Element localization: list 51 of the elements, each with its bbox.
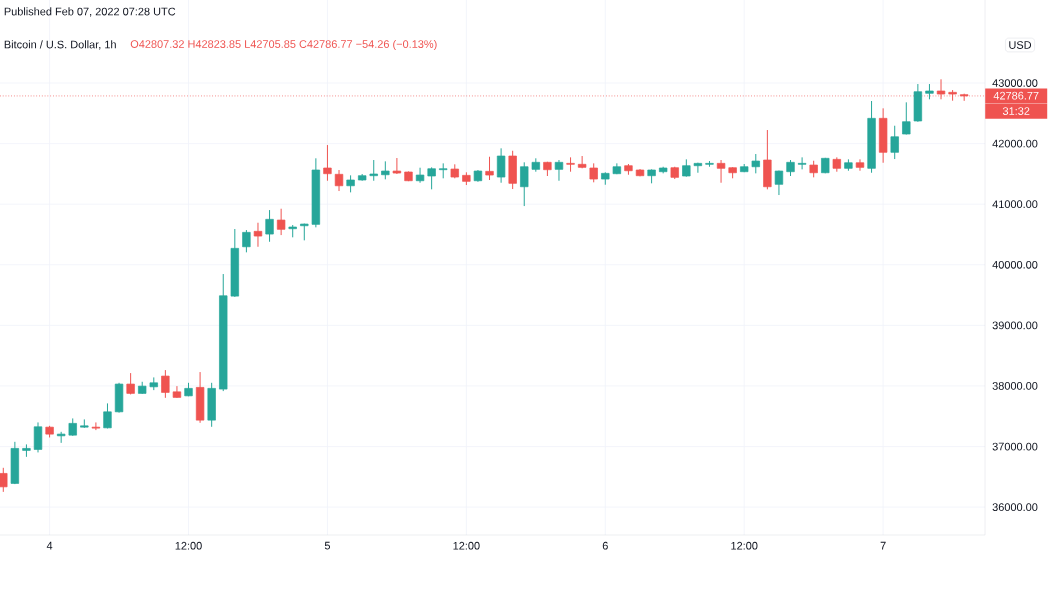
candlestick [33,421,43,453]
y-tick-label: 37000.00 [992,442,1038,451]
candlestick [855,158,865,172]
candlestick [751,153,760,174]
candlestick [0,467,8,493]
candlestick [369,159,378,182]
annotation: Published Feb 07, 2022 07:28 UTC [4,7,176,17]
candlestick [774,170,784,196]
candlestick [103,402,112,429]
candlestick [520,161,529,207]
text: Bitcoin / U.S. Dollar, 1h [4,40,116,50]
candlestick [496,147,506,184]
x-tick-label: 5 [324,541,331,550]
candlestick [265,209,274,243]
x-tick-label: 6 [602,541,608,550]
candlestick [566,156,575,173]
candlestick [253,222,263,248]
ref-line-label: 42786.77 [993,91,1039,100]
x-tick-label: 7 [880,541,886,550]
candlestick [276,208,286,236]
candlestick [902,101,911,136]
y-tick-label: 43000.00 [992,79,1038,87]
candlestick [693,162,703,174]
x-tick-label: 12:00 [175,541,202,550]
x-tick-label: 12:00 [731,541,758,550]
y-tick-label: 36000.00 [992,503,1038,512]
y-axis-title: USD [1009,41,1032,49]
y-tick-label: 38000.00 [992,382,1038,390]
candlestick [427,166,436,190]
candlestick [890,125,899,160]
candlestick [485,156,494,181]
y-tick-label: 41000.00 [992,200,1038,209]
x-tick-label: 4 [46,541,53,550]
candlestick [589,162,598,183]
y-tick-label: 40000.00 [992,260,1038,269]
candlestick [323,144,332,182]
candlestick [577,155,587,169]
y-tick-label: 42000.00 [992,139,1038,148]
candlestick [392,157,402,175]
x-tick-label: 12:00 [453,541,480,550]
text: O42807.32 H42823.85 L42705.85 C42786.77 −54.26 (−0.13%) [130,39,437,51]
text: 31:32 [1002,107,1030,115]
candlestick [415,167,425,184]
candlestick [334,169,344,192]
candlestick [161,369,170,399]
candlestick [91,421,101,431]
candlestick [554,159,564,182]
candlestick [797,156,807,170]
candlestick [242,229,251,253]
candlestick [716,159,726,184]
y-tick-label: 39000.00 [992,321,1038,330]
